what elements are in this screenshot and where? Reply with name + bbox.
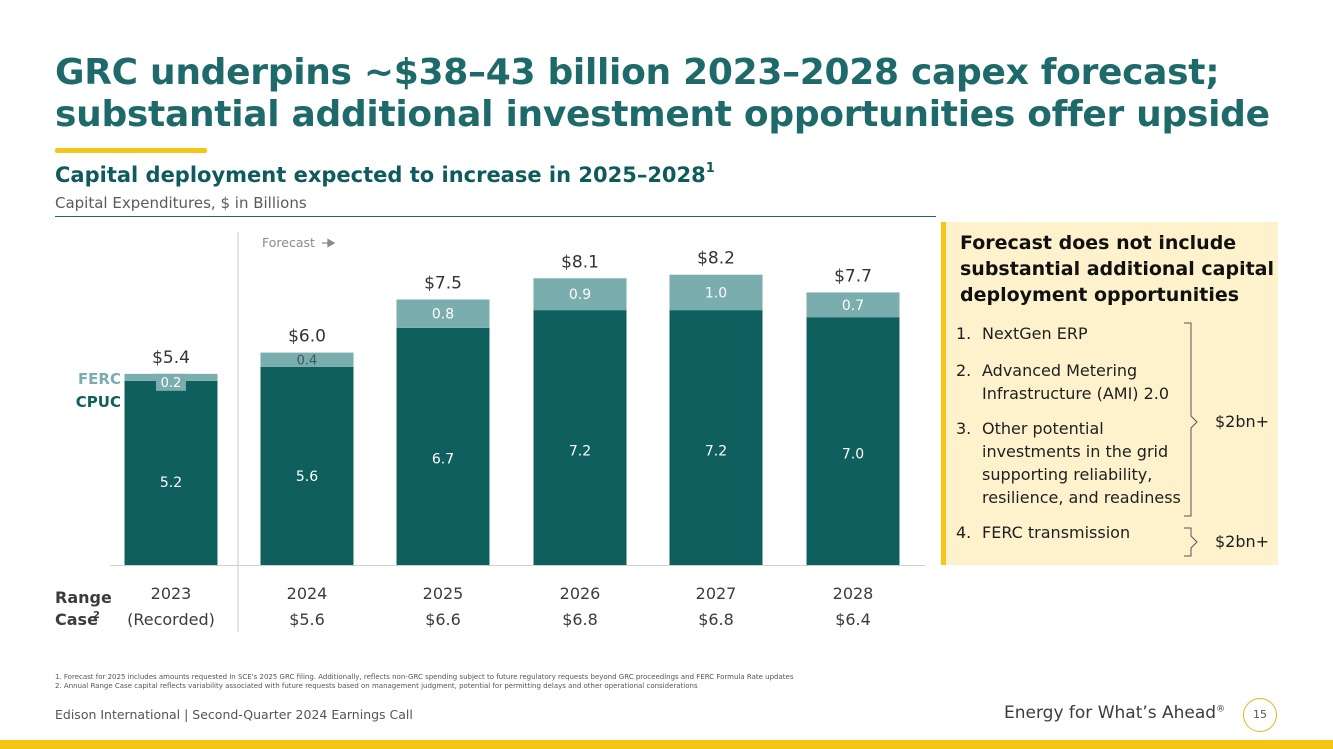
bar-ferc [260, 352, 354, 367]
footer-source: Edison International | Second-Quarter 20… [55, 707, 413, 722]
list-item: 2. Advanced Metering Infrastructure (AMI)… [956, 359, 1196, 405]
list-number: 3. [956, 419, 972, 438]
cpuc-data-label: 7.2 [705, 443, 727, 459]
range-case-value: $6.4 [835, 610, 871, 629]
title-line-1: GRC underpins ~$38–43 billion 2023–2028 … [55, 52, 1220, 93]
range-case-value: $6.8 [562, 610, 598, 629]
cpuc-data-label: 7.2 [569, 443, 591, 459]
ferc-data-label: 0.7 [842, 298, 864, 314]
range-case-footnote-mark: 2 [93, 610, 100, 621]
ferc-label-box [156, 373, 186, 391]
category-label: 2027 [696, 584, 737, 603]
ferc-data-label: 0.2 [161, 376, 182, 391]
bar-ferc [806, 292, 900, 318]
bar-cpuc [533, 310, 627, 565]
category-label: 2023 [151, 584, 192, 603]
subtitle-footnote-mark: 1 [705, 161, 715, 176]
list-number: 2. [956, 361, 972, 380]
registered-mark: ® [1216, 704, 1226, 715]
range-case-value: (Recorded) [127, 610, 215, 629]
list-item: 4. FERC transmission [956, 521, 1196, 544]
list-item: 3. Other potential investments in the gri… [956, 417, 1196, 509]
cpuc-data-label: 5.2 [160, 475, 182, 491]
category-label: 2025 [423, 584, 464, 603]
forecast-arrow-icon [322, 238, 336, 248]
opportunities-box: Forecast does not include substantial ad… [941, 222, 1278, 565]
brace-label-lower: $2bn+ [1215, 532, 1270, 551]
chart-subtitle: Capital deployment expected to increase … [55, 161, 715, 187]
tagline-text: Energy for What’s Ahead [1004, 703, 1217, 723]
bar-cpuc [669, 310, 763, 565]
cpuc-data-label: 5.6 [296, 469, 318, 485]
ferc-data-label: 0.8 [432, 307, 454, 323]
chart-header-rule [55, 216, 936, 217]
opportunities-list: 1. NextGen ERP 2. Advanced Metering Infras… [956, 322, 1196, 544]
bar-cpuc [124, 380, 218, 565]
list-number: 4. [956, 523, 972, 542]
list-text: Other potential investments in the grid … [982, 419, 1181, 507]
bar-cpuc [396, 327, 490, 565]
list-text: Advanced Metering Infrastructure (AMI) 2… [982, 361, 1170, 403]
chart-subtitle-text: Capital deployment expected to increase … [55, 163, 706, 187]
brace-label-upper: $2bn+ [1215, 412, 1270, 431]
list-text: FERC transmission [982, 523, 1131, 542]
brace-icons [1184, 322, 1198, 557]
footer-tagline: Energy for What’s Ahead® [1004, 703, 1225, 723]
bottom-accent-bar [0, 740, 1333, 749]
category-label: 2024 [287, 584, 328, 603]
range-case-value: $6.8 [698, 610, 734, 629]
list-text: NextGen ERP [982, 324, 1088, 343]
total-data-label: $8.1 [561, 252, 599, 272]
cpuc-data-label: 6.7 [432, 451, 454, 467]
opportunities-title: Forecast does not include substantial ad… [960, 232, 1274, 306]
range-case-value: $5.6 [289, 610, 325, 629]
range-case-label: Case [55, 610, 98, 629]
page-number: 15 [1243, 698, 1277, 732]
slide-title: GRC underpins ~$38–43 billion 2023–2028 … [55, 52, 1295, 136]
total-data-label: $5.4 [152, 348, 190, 368]
bar-ferc [396, 299, 490, 328]
total-data-label: $8.2 [697, 249, 735, 269]
ferc-data-label: 1.0 [705, 285, 727, 301]
chart-caption: Capital Expenditures, $ in Billions [55, 194, 307, 212]
bar-ferc [533, 278, 627, 311]
total-data-label: $7.5 [424, 274, 462, 294]
forecast-label: Forecast [262, 235, 315, 250]
range-case-label: Range [55, 588, 112, 607]
list-item: 1. NextGen ERP [956, 322, 1196, 345]
list-number: 1. [956, 324, 972, 343]
total-data-label: $7.7 [834, 266, 872, 286]
series-label-cpuc: CPUC [76, 393, 121, 411]
footnotes: 1. Forecast for 2025 includes amounts re… [55, 673, 793, 691]
brace-icon-lower [1184, 527, 1198, 557]
cpuc-data-label: 7.0 [842, 446, 864, 462]
footnote-1: 1. Forecast for 2025 includes amounts re… [55, 673, 794, 681]
title-line-2: substantial additional investment opport… [55, 94, 1270, 135]
footnote-2: 2. Annual Range Case capital reflects va… [55, 682, 698, 690]
capex-bar-chart: Forecast 5.2 0.2 $5.4 2023 (Recorded) 5.6 0.4 $6… [55, 232, 925, 632]
bar-cpuc [260, 366, 354, 565]
category-label: 2026 [560, 584, 601, 603]
ferc-data-label: 0.9 [569, 287, 591, 303]
category-label: 2028 [833, 584, 874, 603]
bar-ferc [669, 274, 763, 311]
range-case-value: $6.6 [425, 610, 461, 629]
total-data-label: $6.0 [288, 327, 326, 347]
series-label-ferc: FERC [78, 370, 121, 388]
brace-icon-upper [1184, 322, 1198, 517]
title-underline [55, 148, 207, 153]
bar-cpuc [806, 317, 900, 565]
ferc-data-label: 0.4 [297, 354, 318, 369]
